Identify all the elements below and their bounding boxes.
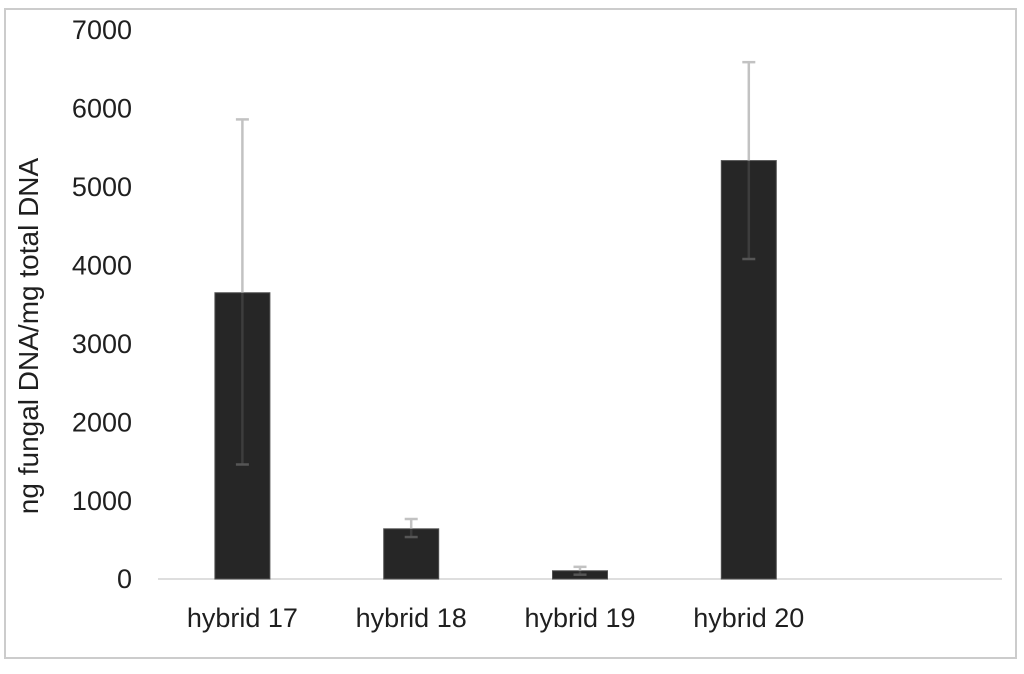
y-tick-label-0: 0 [117,564,132,594]
y-tick-label-2000: 2000 [72,407,132,437]
y-tick-label-6000: 6000 [72,94,132,124]
x-category-label-hybrid-17: hybrid 17 [187,603,298,633]
bar-hybrid-18 [383,528,440,580]
y-tick-label-4000: 4000 [72,250,132,280]
y-tick-label-7000: 7000 [72,15,132,45]
x-category-label-hybrid-19: hybrid 19 [524,603,635,633]
y-axis-title: ng fungal DNA/mg total DNA [13,157,44,514]
y-tick-label-3000: 3000 [72,329,132,359]
chart-border [4,8,1017,659]
y-tick-label-5000: 5000 [72,172,132,202]
y-tick-label-1000: 1000 [72,486,132,516]
x-category-label-hybrid-18: hybrid 18 [356,603,467,633]
x-category-label-hybrid-20: hybrid 20 [693,603,804,633]
